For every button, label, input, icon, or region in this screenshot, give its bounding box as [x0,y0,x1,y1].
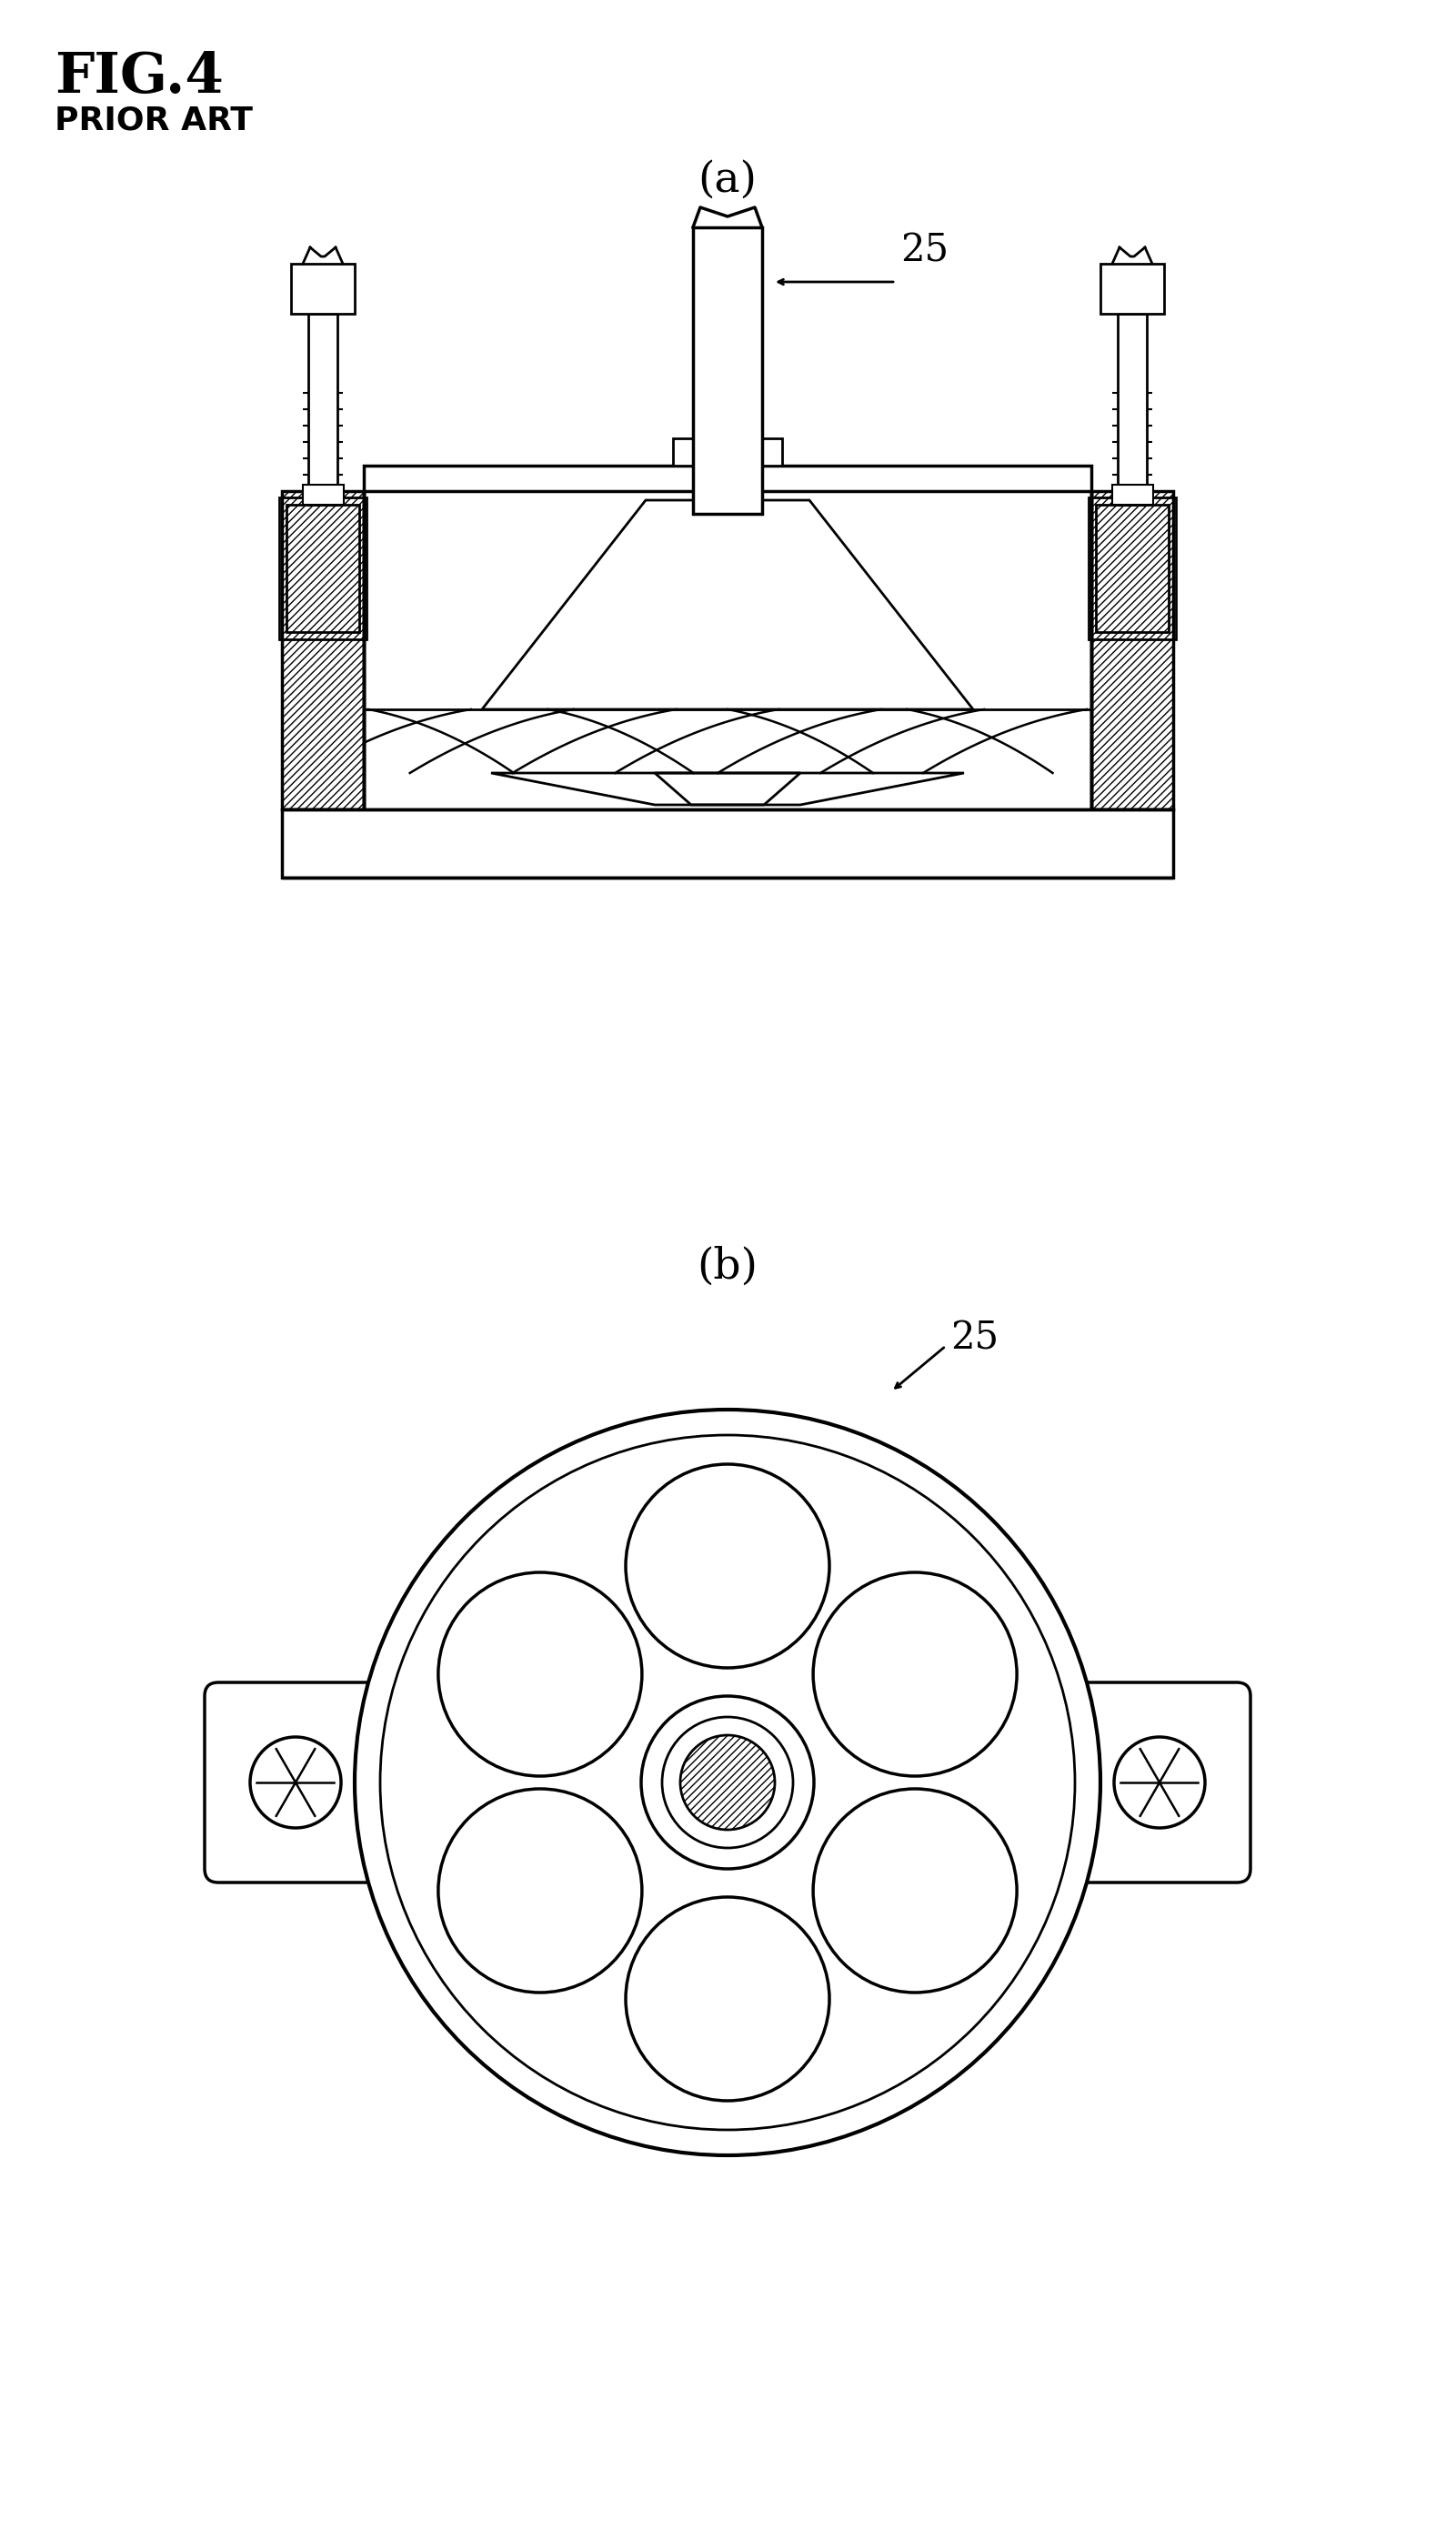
Polygon shape [282,490,364,810]
Text: (b): (b) [697,1247,759,1288]
FancyBboxPatch shape [205,1681,405,1882]
Bar [673,439,782,465]
Circle shape [380,1435,1075,2131]
Polygon shape [1092,490,1174,810]
Bar [693,229,761,513]
Bar [291,264,355,315]
Circle shape [1114,1737,1206,1829]
FancyBboxPatch shape [1050,1681,1251,1882]
Text: PRIOR ART: PRIOR ART [54,104,253,135]
Circle shape [680,1735,775,1829]
Bar [303,485,344,505]
Bar [365,493,1089,808]
Bar [1112,485,1153,505]
Circle shape [250,1737,341,1829]
Circle shape [626,1463,830,1669]
Polygon shape [1096,505,1169,632]
Circle shape [438,1788,642,1991]
Polygon shape [287,505,360,632]
Text: 25: 25 [951,1318,999,1356]
Circle shape [662,1717,794,1849]
Circle shape [438,1572,642,1775]
Circle shape [626,1897,830,2101]
Circle shape [812,1788,1016,1991]
Bar [309,315,338,505]
Circle shape [812,1572,1016,1775]
Bar [1089,498,1176,640]
Text: FIG.4: FIG.4 [54,51,224,104]
Bar [1101,264,1165,315]
Text: (a): (a) [697,160,757,201]
Circle shape [355,1410,1101,2156]
Text: 25: 25 [900,231,949,269]
Bar [282,810,1174,879]
Bar [364,465,1092,490]
Bar [280,498,367,640]
Bar [1118,315,1147,505]
Circle shape [641,1697,814,1869]
